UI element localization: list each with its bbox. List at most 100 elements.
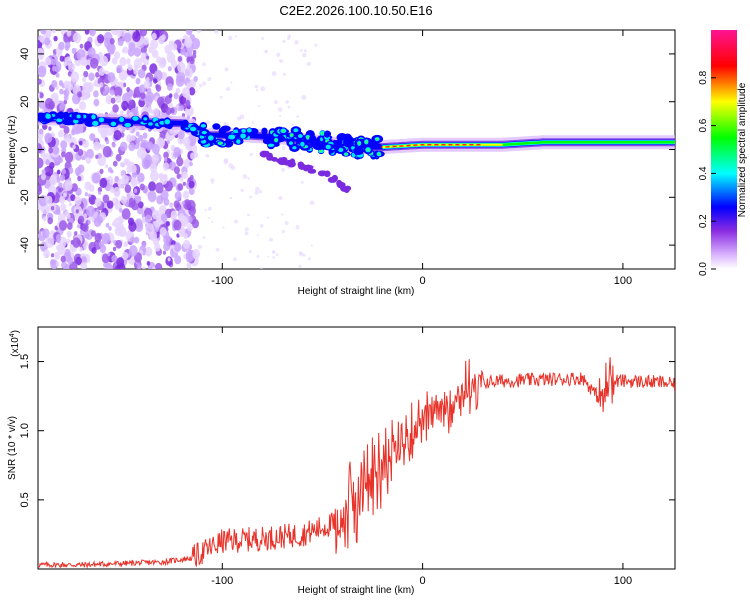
noise-blob xyxy=(145,77,150,83)
noise-blob xyxy=(151,143,160,155)
noise-blob xyxy=(197,244,203,249)
noise-blob xyxy=(60,203,67,212)
noise-blob xyxy=(176,157,184,167)
noise-blob xyxy=(50,205,55,211)
noise-blob xyxy=(202,235,206,239)
trace-blob-core xyxy=(45,113,51,119)
noise-blob xyxy=(130,177,138,188)
noise-blob xyxy=(163,198,170,206)
trace-blob-core xyxy=(325,144,331,150)
noise-blob xyxy=(260,86,266,92)
noise-blob xyxy=(176,173,181,180)
noise-blob xyxy=(119,57,127,67)
noise-blob xyxy=(52,145,60,155)
noise-blob xyxy=(84,192,88,197)
noise-blob xyxy=(93,141,101,151)
noise-blob xyxy=(223,121,228,126)
noise-blob xyxy=(71,129,75,134)
noise-blob xyxy=(65,41,71,49)
noise-blob xyxy=(282,72,286,76)
colorbar-gradient xyxy=(711,30,737,269)
noise-blob xyxy=(284,221,289,225)
trace-blob xyxy=(336,138,343,146)
branch-blob xyxy=(336,179,343,187)
trace-blob-core xyxy=(207,135,214,141)
noise-blob xyxy=(163,173,168,180)
snr-y-multiplier-exp: 4 xyxy=(9,333,16,337)
noise-blob xyxy=(264,49,268,54)
noise-blob xyxy=(126,165,133,174)
trace-blob-peak xyxy=(218,141,222,145)
noise-blob xyxy=(135,196,141,204)
noise-blob xyxy=(39,92,44,99)
noise-blob xyxy=(93,98,100,107)
noise-blob xyxy=(215,247,220,252)
noise-blob xyxy=(184,67,193,79)
noise-blob xyxy=(192,248,201,260)
noise-blob xyxy=(116,30,123,38)
noise-blob xyxy=(137,68,146,79)
noise-blob xyxy=(70,71,80,83)
noise-blob xyxy=(211,220,214,224)
noise-blob xyxy=(80,261,87,269)
noise-blob xyxy=(79,140,83,146)
noise-blob xyxy=(181,201,185,205)
noise-blob xyxy=(149,170,159,182)
noise-blob xyxy=(140,92,146,100)
noise-blob xyxy=(301,95,307,100)
noise-blob xyxy=(111,142,116,148)
noise-blob xyxy=(70,194,76,202)
noise-blob xyxy=(93,80,99,87)
noise-blob xyxy=(105,222,110,228)
noise-blob xyxy=(79,247,83,252)
spectrogram-x-tick-label: 0 xyxy=(420,275,426,287)
noise-blob xyxy=(295,225,300,230)
noise-blob xyxy=(164,180,173,192)
noise-blob xyxy=(87,47,96,58)
noise-blob xyxy=(307,257,311,261)
noise-blob xyxy=(76,239,82,246)
trace-blob-peak xyxy=(377,152,381,156)
noise-blob xyxy=(205,153,210,158)
snr-y-label: SNR (10 * v/v) xyxy=(7,416,18,480)
noise-blob xyxy=(77,224,81,229)
noise-blob xyxy=(191,219,200,229)
trace-blob-core xyxy=(143,117,148,121)
snr-x-tick-label: 0 xyxy=(420,575,426,587)
noise-blob xyxy=(228,35,233,41)
noise-blob xyxy=(152,209,160,220)
noise-blob xyxy=(145,141,154,151)
noise-blob xyxy=(276,52,281,57)
noise-blob xyxy=(182,190,190,199)
trace-blob-peak xyxy=(357,141,361,145)
noise-blob xyxy=(87,220,91,225)
noise-blob xyxy=(185,30,193,36)
noise-blob xyxy=(153,78,158,84)
noise-blob xyxy=(111,255,118,263)
noise-blob xyxy=(166,139,171,144)
noise-blob xyxy=(106,52,111,58)
spectrogram-y-tick-label: 0 xyxy=(19,146,31,152)
noise-blob xyxy=(38,195,48,207)
trace-blob-core xyxy=(351,146,356,150)
noise-blob xyxy=(146,261,151,266)
noise-blob xyxy=(56,244,61,251)
noise-blob xyxy=(114,175,120,183)
snr-y-tick-label: 0.5 xyxy=(19,492,31,507)
noise-blob xyxy=(249,195,253,199)
noise-blob xyxy=(121,48,126,53)
trace-blob-core xyxy=(189,126,197,132)
noise-blob xyxy=(176,71,186,83)
noise-blob xyxy=(97,34,105,44)
noise-blob xyxy=(310,244,313,247)
noise-blob xyxy=(152,107,160,118)
noise-blob xyxy=(165,220,171,227)
trace-blob-core xyxy=(246,128,252,133)
noise-blob xyxy=(118,81,124,88)
noise-blob xyxy=(273,100,278,105)
spectrogram-y-tick-label: -20 xyxy=(19,189,31,205)
trace-blob-peak xyxy=(320,131,325,135)
noise-blob xyxy=(59,103,65,111)
noise-blob xyxy=(149,63,158,74)
noise-blob xyxy=(272,250,275,254)
